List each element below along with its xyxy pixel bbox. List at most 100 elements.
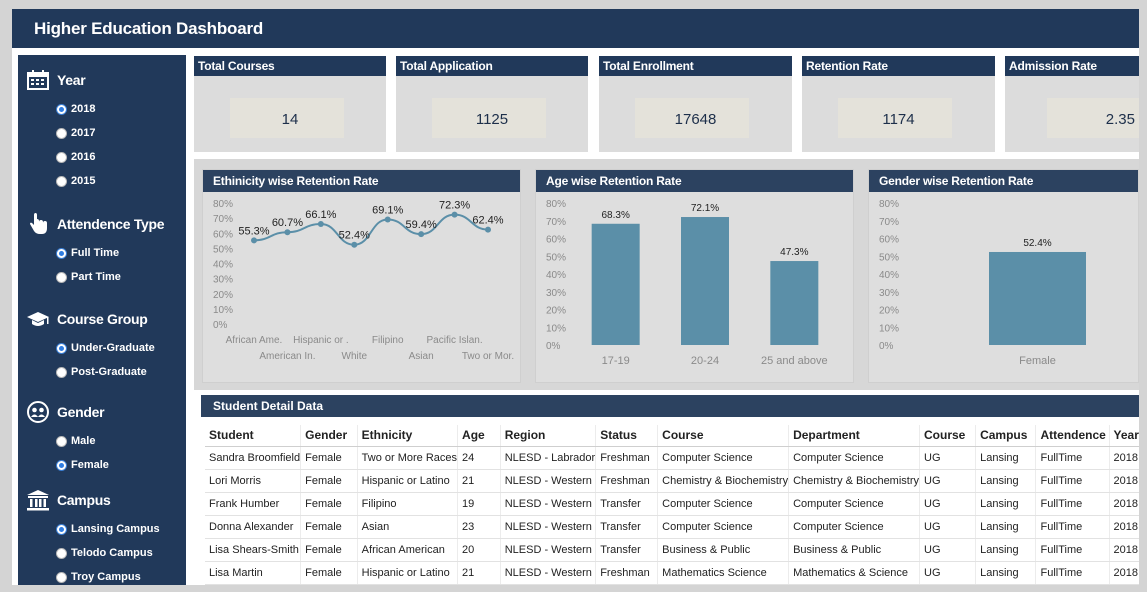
course-group-option-post-graduate[interactable]: Post-Graduate bbox=[56, 364, 147, 380]
column-header[interactable]: Course bbox=[657, 425, 789, 447]
x-tick-label: Pacific Islan. bbox=[427, 335, 483, 346]
attendence-filter-header: Attendence Type bbox=[26, 213, 165, 235]
x-tick-label: White bbox=[342, 351, 368, 362]
radio-unselected[interactable] bbox=[56, 366, 67, 378]
column-header[interactable]: Region bbox=[499, 425, 596, 447]
table-cell: Female bbox=[300, 469, 358, 493]
table-row[interactable]: Lisa Martin Female Hispanic or Latino 21 NLE… bbox=[205, 561, 1139, 585]
series-line bbox=[253, 213, 489, 246]
data-label: 62.4% bbox=[472, 215, 503, 227]
course-group-filter-label: Course Group bbox=[57, 311, 148, 327]
year-option-2018[interactable]: 2018 bbox=[56, 101, 95, 117]
attendence-filter-label: Attendence Type bbox=[57, 216, 165, 232]
table-cell: 23 bbox=[457, 515, 501, 539]
radio-selected[interactable] bbox=[56, 342, 67, 354]
data-point bbox=[251, 237, 257, 244]
option-label: Male bbox=[71, 435, 96, 447]
table-cell: Filipino bbox=[356, 492, 458, 516]
table-cell: FullTime bbox=[1035, 561, 1110, 585]
radio-unselected[interactable] bbox=[56, 127, 67, 139]
radio-unselected[interactable] bbox=[56, 547, 67, 559]
gender-option-female[interactable]: Female bbox=[56, 457, 109, 473]
table-cell: Donna Alexander bbox=[205, 515, 301, 539]
radio-selected[interactable] bbox=[56, 459, 67, 471]
radio-selected[interactable] bbox=[56, 523, 67, 535]
table-cell: FullTime bbox=[1035, 538, 1110, 562]
radio-unselected[interactable] bbox=[56, 175, 67, 187]
column-header[interactable]: Age bbox=[457, 425, 501, 447]
table-cell: Lansing bbox=[975, 469, 1036, 493]
table-cell: Business & Public bbox=[657, 538, 789, 562]
y-tick-label: 60% bbox=[546, 235, 566, 246]
data-label: 59.4% bbox=[406, 219, 437, 231]
column-header[interactable]: Year bbox=[1108, 425, 1139, 447]
age-retention-bar-chart: 80% 70% 60% 50% 40% 30% 20% 10% 0% 68.3% 17-19 72.1… bbox=[546, 199, 828, 367]
column-header[interactable]: Status bbox=[595, 425, 658, 447]
year-option-2017[interactable]: 2017 bbox=[56, 125, 95, 141]
table-cell: Lisa Martin bbox=[205, 561, 301, 585]
table-cell: NLESD - Western bbox=[499, 515, 596, 539]
table-cell: Mathematics Science bbox=[657, 561, 789, 585]
year-option-2015[interactable]: 2015 bbox=[56, 173, 95, 189]
campus-option-telodo[interactable]: Telodo Campus bbox=[56, 545, 153, 561]
campus-option-lansing[interactable]: Lansing Campus bbox=[56, 521, 160, 537]
table-cell: 21 bbox=[457, 561, 501, 585]
table-row[interactable]: Lisa Shears-Smith Female African American 2… bbox=[205, 538, 1139, 562]
radio-unselected[interactable] bbox=[56, 435, 67, 447]
kpi-card-total-enrollment: Total Enrollment 17648 bbox=[599, 56, 792, 152]
column-header[interactable]: Department bbox=[788, 425, 920, 447]
column-header[interactable]: Attendence bbox=[1035, 425, 1110, 447]
column-header[interactable]: Ethnicity bbox=[356, 425, 458, 447]
table-cell: FullTime bbox=[1035, 515, 1110, 539]
option-label: Telodo Campus bbox=[71, 547, 153, 559]
data-point bbox=[451, 211, 458, 218]
data-point bbox=[351, 241, 358, 248]
y-tick-label: 60% bbox=[879, 235, 899, 246]
table-row[interactable]: Lori Morris Female Hispanic or Latino 21 NLE… bbox=[205, 469, 1139, 493]
table-row[interactable]: Donna Alexander Female Asian 23 NLESD - West… bbox=[205, 515, 1139, 539]
bar bbox=[989, 251, 1086, 345]
table-cell: Transfer bbox=[595, 515, 658, 539]
attendence-option-full-time[interactable]: Full Time bbox=[56, 245, 119, 261]
calendar-icon bbox=[26, 69, 50, 91]
y-tick-label: 50% bbox=[213, 244, 233, 255]
option-label: Lansing Campus bbox=[71, 523, 160, 535]
table-cell: Computer Science bbox=[657, 515, 789, 539]
kpi-value-box bbox=[635, 98, 749, 138]
column-header[interactable]: Campus bbox=[975, 425, 1036, 447]
course-group-option-under-graduate[interactable]: Under-Graduate bbox=[56, 340, 155, 356]
column-header[interactable]: Student bbox=[205, 425, 301, 447]
table-cell: 2018 bbox=[1108, 469, 1139, 493]
radio-selected[interactable] bbox=[56, 247, 67, 259]
table-cell: Sandra Broomfield bbox=[205, 446, 301, 470]
radio-unselected[interactable] bbox=[56, 151, 67, 163]
column-header[interactable]: Course bbox=[919, 425, 976, 447]
campus-option-troy[interactable]: Troy Campus bbox=[56, 569, 141, 585]
ethnicity-retention-panel: Ethinicity wise Retention Rate 80% 70% 60%… bbox=[202, 169, 521, 383]
y-tick-label: 20% bbox=[879, 306, 899, 317]
attendence-option-part-time[interactable]: Part Time bbox=[56, 269, 121, 285]
column-header[interactable]: Gender bbox=[300, 425, 358, 447]
table-cell: UG bbox=[919, 446, 976, 470]
table-row[interactable]: Frank Humber Female Filipino 19 NLESD - West… bbox=[205, 492, 1139, 516]
data-point bbox=[284, 229, 291, 236]
option-label: Post-Graduate bbox=[71, 366, 147, 378]
radio-unselected[interactable] bbox=[56, 271, 67, 283]
student-detail-table: Student Gender Ethnicity Age Region Status Cou… bbox=[205, 425, 1139, 585]
y-tick-label: 60% bbox=[213, 229, 233, 240]
year-option-2016[interactable]: 2016 bbox=[56, 149, 95, 165]
table-cell: Mathematics & Science bbox=[788, 561, 920, 585]
table-cell: Computer Science bbox=[788, 515, 920, 539]
kpi-value-box bbox=[230, 98, 344, 138]
radio-unselected[interactable] bbox=[56, 571, 67, 583]
y-tick-label: 30% bbox=[546, 288, 566, 299]
table-row[interactable]: Sandra Broomfield Female Two or More Races… bbox=[205, 446, 1139, 470]
radio-selected[interactable] bbox=[56, 103, 67, 115]
table-cell: Lansing bbox=[975, 561, 1036, 585]
ethnicity-retention-line-chart: 80% 70% 60% 50% 40% 30% 20% 10% 0% 55.3%60.7%66.1… bbox=[213, 199, 514, 362]
table-cell: Female bbox=[300, 492, 358, 516]
gender-option-male[interactable]: Male bbox=[56, 433, 95, 449]
table-cell: Transfer bbox=[595, 492, 658, 516]
y-tick-label: 70% bbox=[213, 214, 233, 225]
kpi-card-total-application: Total Application 1125 bbox=[396, 56, 588, 152]
